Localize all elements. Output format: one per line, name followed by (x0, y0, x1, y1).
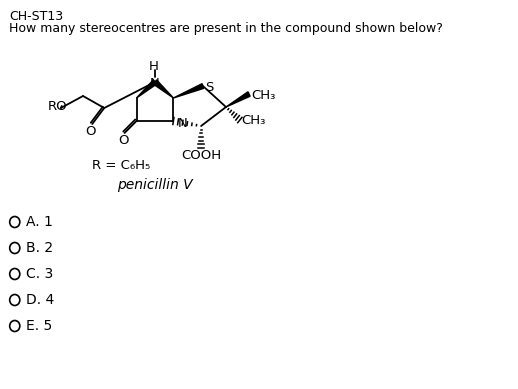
Text: RO: RO (48, 100, 67, 112)
Text: S: S (205, 81, 213, 93)
Text: CH-ST13: CH-ST13 (9, 10, 63, 23)
Text: A. 1: A. 1 (26, 215, 53, 229)
Text: E. 5: E. 5 (26, 319, 52, 333)
Text: N: N (178, 116, 188, 130)
Text: B. 2: B. 2 (26, 241, 53, 255)
Text: H: H (149, 60, 159, 72)
Text: COOH: COOH (181, 149, 221, 161)
Text: N: N (150, 77, 160, 89)
Polygon shape (174, 84, 204, 98)
Polygon shape (226, 92, 250, 107)
Text: D. 4: D. 4 (26, 293, 54, 307)
Text: C. 3: C. 3 (26, 267, 53, 281)
Text: O: O (118, 133, 129, 147)
Text: R = C₆H₅: R = C₆H₅ (92, 158, 151, 172)
Text: penicillin V: penicillin V (117, 178, 193, 192)
Text: O: O (85, 124, 96, 137)
Text: CH₃: CH₃ (242, 114, 266, 126)
Polygon shape (137, 80, 156, 98)
Text: How many stereocentres are present in the compound shown below?: How many stereocentres are present in th… (9, 22, 443, 35)
Text: CH₃: CH₃ (251, 89, 275, 102)
Polygon shape (153, 80, 174, 98)
